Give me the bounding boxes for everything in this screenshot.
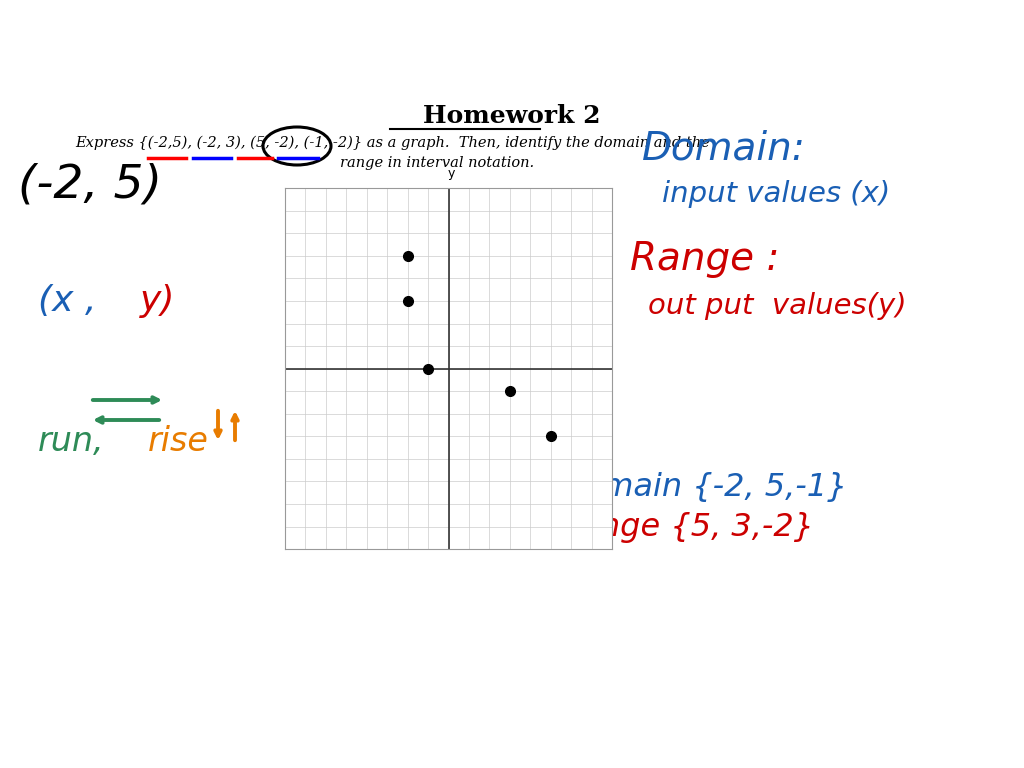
Text: y): y) <box>140 284 175 318</box>
Text: (-2, 5): (-2, 5) <box>18 163 162 208</box>
Text: Domain {-2, 5,-1}: Domain {-2, 5,-1} <box>558 472 848 503</box>
Text: out put  values(y): out put values(y) <box>648 292 906 320</box>
Text: Range :: Range : <box>630 240 779 278</box>
Text: input values (x): input values (x) <box>662 180 890 208</box>
Text: rise: rise <box>148 425 209 458</box>
Text: range in interval notation.: range in interval notation. <box>340 156 535 170</box>
Text: y: y <box>447 167 456 180</box>
Text: (x ,: (x , <box>38 284 96 318</box>
Text: Express {(-2,5), (-2, 3), (5, -2), (-1, -2)} as a graph.  Then, identify the dom: Express {(-2,5), (-2, 3), (5, -2), (-1, … <box>75 136 710 150</box>
Text: Range {5, 3,-2}: Range {5, 3,-2} <box>558 512 814 543</box>
Text: Homework 2: Homework 2 <box>423 104 601 128</box>
Text: run,: run, <box>38 425 104 458</box>
Text: Domain:: Domain: <box>642 130 806 168</box>
